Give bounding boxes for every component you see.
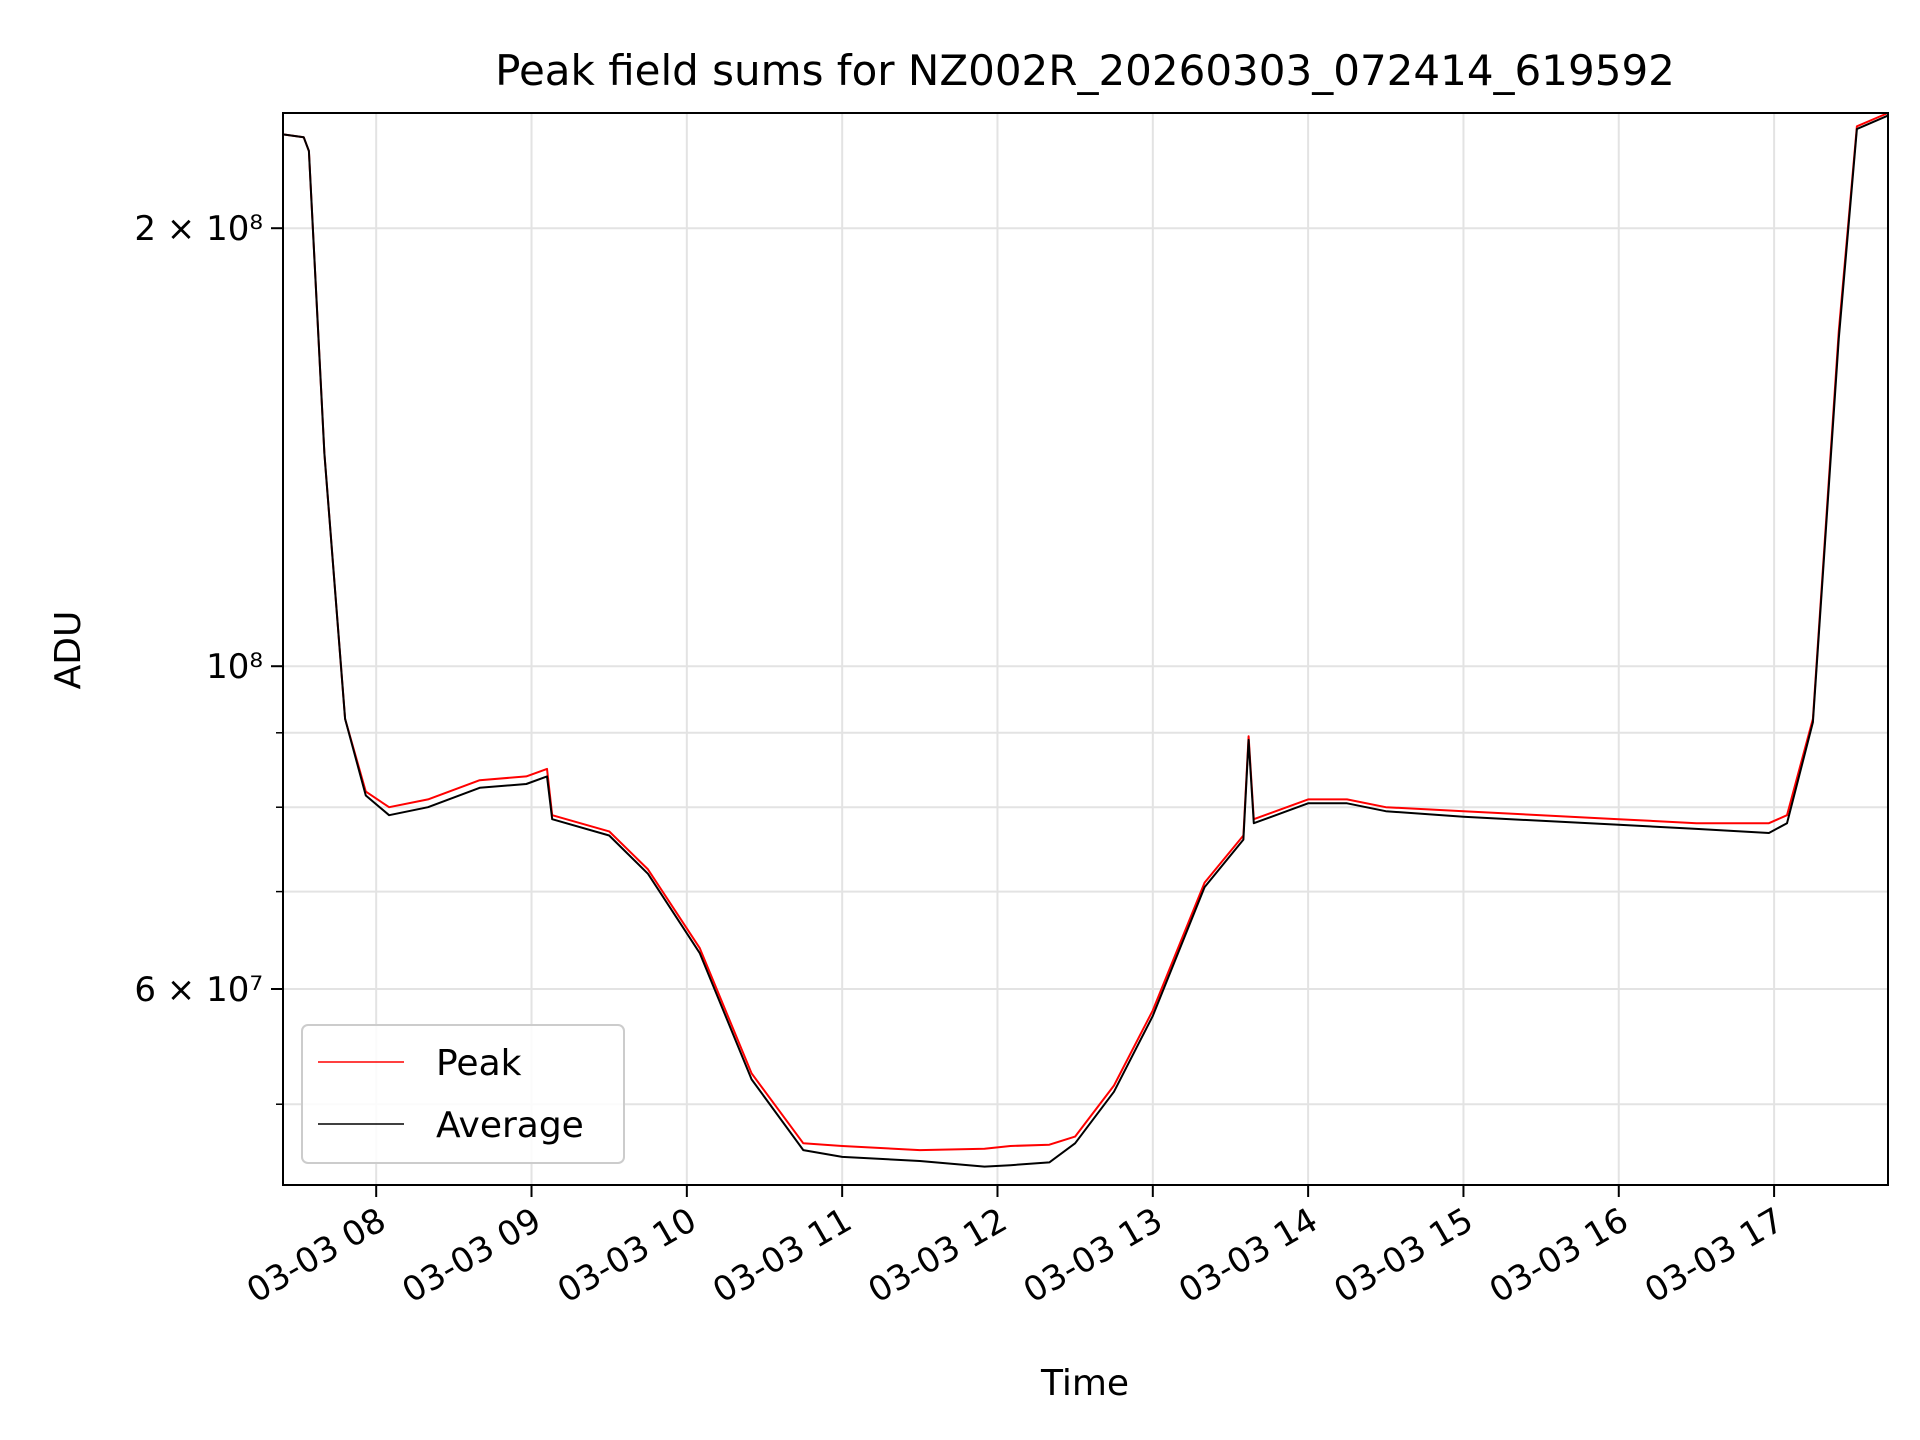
y-tick-label: 2 × 10⁸	[134, 209, 263, 249]
x-tick-label: 03-03 13	[1017, 1200, 1169, 1311]
x-tick-label: 03-03 09	[396, 1200, 548, 1311]
x-tick-label: 03-03 15	[1328, 1200, 1480, 1311]
series-line-average	[282, 114, 1889, 1168]
legend-label-average: Average	[436, 1105, 584, 1146]
legend-box	[301, 1024, 625, 1164]
x-tick-label: 03-03 11	[706, 1200, 858, 1311]
series-layer	[282, 112, 1889, 1168]
x-tick-label: 03-03 14	[1172, 1200, 1324, 1311]
x-tick-label: 03-03 17	[1638, 1200, 1790, 1311]
x-tick-label: 03-03 08	[240, 1200, 392, 1311]
y-axis: 2 × 10⁸ 10⁸ 6 × 10⁷	[134, 209, 283, 1105]
x-tick-label: 03-03 12	[862, 1200, 1014, 1311]
x-axis: 03-03 08 03-03 09 03-03 10 03-03 11 03-03 12…	[240, 1185, 1791, 1311]
y-tick-label: 10⁸	[206, 647, 263, 687]
legend-label-peak: Peak	[436, 1043, 522, 1084]
x-axis-label: Time	[1040, 1363, 1129, 1404]
series-line-peak	[282, 112, 1889, 1152]
x-tick-label: 03-03 10	[551, 1200, 703, 1311]
legend: Peak Average	[301, 1024, 625, 1164]
chart-title: Peak field sums for NZ002R_20260303_0724…	[495, 46, 1675, 95]
x-tick-label: 03-03 16	[1483, 1200, 1635, 1311]
plot-frame	[282, 112, 1889, 1186]
y-axis-label: ADU	[48, 611, 89, 690]
y-tick-label: 6 × 10⁷	[134, 970, 263, 1010]
